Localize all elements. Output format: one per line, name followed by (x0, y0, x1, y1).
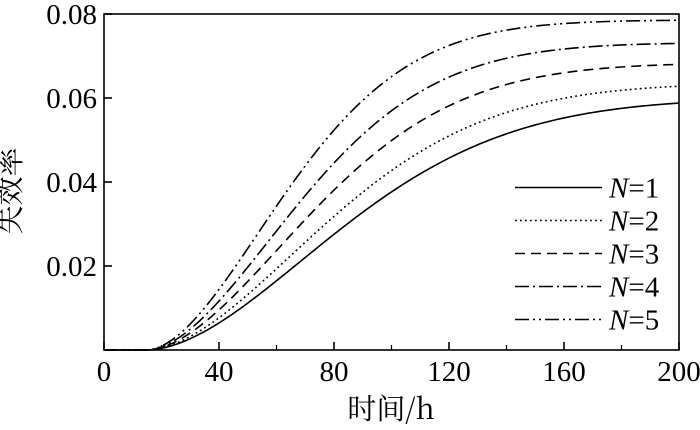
svg-text:0.08: 0.08 (46, 0, 97, 31)
svg-text:N=2: N=2 (608, 206, 659, 238)
svg-text:0: 0 (97, 356, 112, 388)
svg-text:40: 40 (205, 356, 234, 388)
svg-text:N=5: N=5 (608, 305, 659, 337)
svg-text:0.06: 0.06 (46, 83, 97, 115)
svg-text:N=3: N=3 (608, 239, 659, 271)
svg-text:120: 120 (427, 356, 471, 388)
svg-text:80: 80 (320, 356, 349, 388)
svg-text:160: 160 (542, 356, 586, 388)
svg-text:200: 200 (657, 356, 700, 388)
svg-text:失效率: 失效率 (0, 147, 29, 234)
svg-text:N=4: N=4 (608, 272, 660, 304)
svg-text:N=1: N=1 (608, 173, 659, 205)
svg-text:0.02: 0.02 (46, 251, 97, 283)
svg-text:0.04: 0.04 (46, 167, 97, 199)
svg-text:时间/h: 时间/h (347, 387, 434, 425)
